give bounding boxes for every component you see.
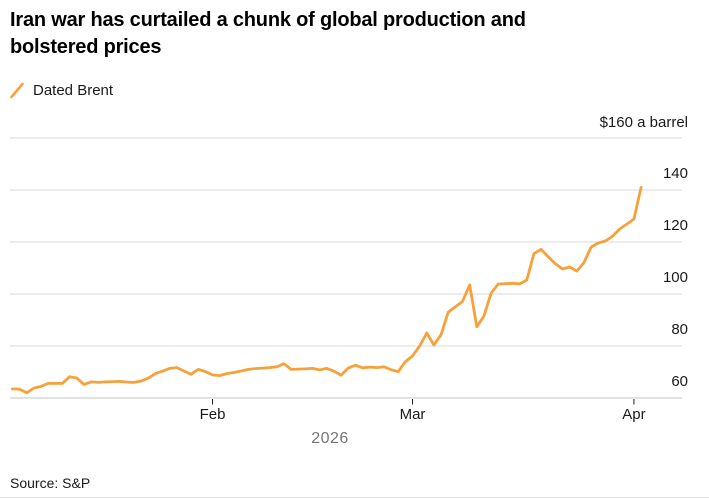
x-axis-label-mar: Mar	[399, 406, 426, 423]
legend-series-label: Dated Brent	[33, 81, 114, 99]
y-axis-label-100: 100	[662, 269, 688, 286]
legend-marker-slash-icon	[10, 82, 24, 98]
source-note: Source: S&P	[10, 475, 91, 491]
y-axis-unit-label: $160 a barrel	[599, 114, 688, 131]
dated-brent-line	[11, 185, 643, 395]
y-axis-label-80: 80	[671, 321, 688, 338]
x-axis-label-apr: Apr	[622, 406, 646, 423]
y-axis-label-60: 60	[671, 373, 688, 390]
bottom-divider	[0, 497, 709, 498]
y-axis-label-120: 120	[662, 217, 688, 234]
title-line-1: Iran war has curtailed a chunk of global…	[10, 9, 526, 31]
x-axis-year-label: 2026	[311, 430, 349, 447]
title-line-2: bolstered prices	[10, 36, 162, 58]
page-title: Iran war has curtailed a chunk of global…	[10, 7, 526, 61]
legend: Dated Brent	[10, 81, 113, 99]
x-axis-label-feb: Feb	[199, 406, 226, 423]
y-axis-label-140: 140	[662, 165, 688, 182]
